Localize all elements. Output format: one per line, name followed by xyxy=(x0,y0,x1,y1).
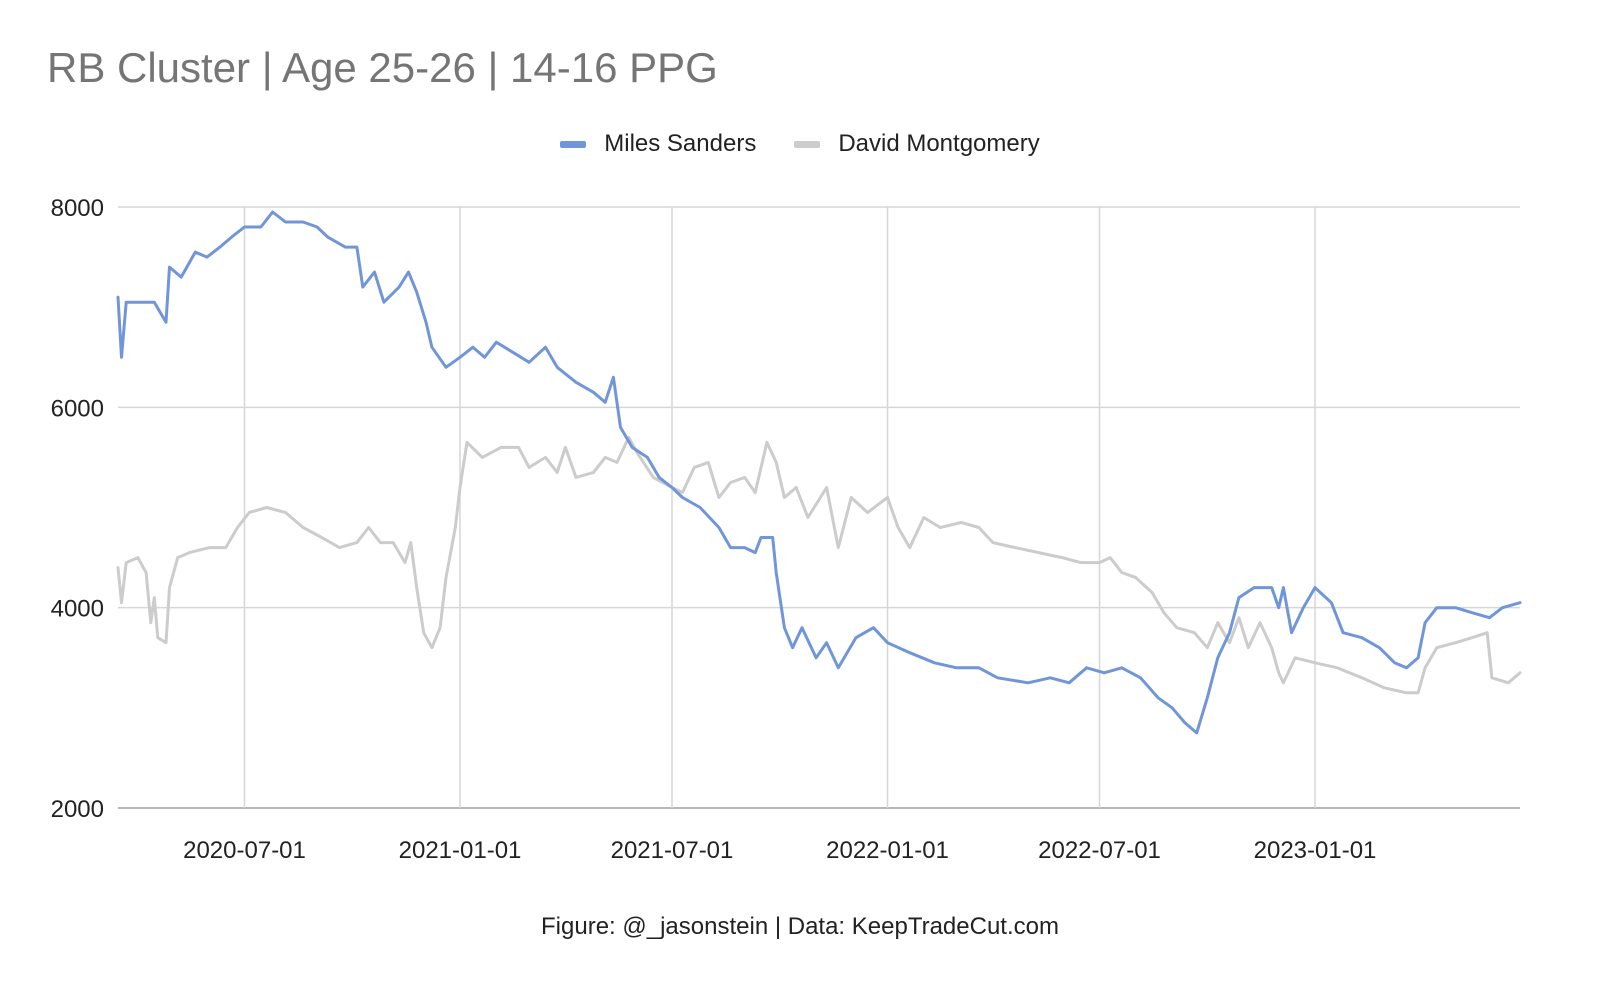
y-tick-label-8000: 8000 xyxy=(51,195,104,222)
y-tick-label-6000: 6000 xyxy=(51,395,104,422)
figure-caption: Figure: @_jasonstein | Data: KeepTradeCu… xyxy=(541,913,1059,940)
x-tick-label-2022-07-01: 2022-07-01 xyxy=(1038,837,1161,864)
series-line-david-montgomery xyxy=(116,435,1522,695)
legend-swatch-david-montgomery xyxy=(794,140,821,148)
x-tick-label-2021-01-01: 2021-01-01 xyxy=(399,837,522,864)
x-tick-label-2023-01-01: 2023-01-01 xyxy=(1254,837,1377,864)
legend-label-david-montgomery: David Montgomery xyxy=(838,130,1040,157)
legend: Miles Sanders David Montgomery xyxy=(0,130,1600,158)
x-tick-label-2022-01-01: 2022-01-01 xyxy=(826,837,949,864)
legend-label-miles-sanders: Miles Sanders xyxy=(604,130,757,157)
series-line-miles-sanders xyxy=(116,210,1522,735)
y-tick-label-2000: 2000 xyxy=(51,796,104,823)
axes: 2000 4000 6000 8000 2020-07-01 2021-01-01 2021… xyxy=(51,195,1377,864)
x-tick-label-2020-07-01: 2020-07-01 xyxy=(183,837,306,864)
legend-entry-miles-sanders[interactable]: Miles Sanders xyxy=(560,130,756,158)
y-tick-label-4000: 4000 xyxy=(51,596,104,623)
series-lines xyxy=(116,210,1522,735)
legend-swatch-miles-sanders xyxy=(560,140,587,148)
grid-lines xyxy=(118,206,1520,809)
chart-title: RB Cluster | Age 25-26 | 14-16 PPG xyxy=(47,44,718,91)
x-tick-label-2021-07-01: 2021-07-01 xyxy=(611,837,734,864)
legend-entry-david-montgomery[interactable]: David Montgomery xyxy=(794,130,1040,158)
